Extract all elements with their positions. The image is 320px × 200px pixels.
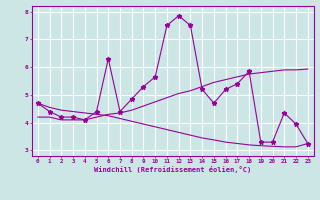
X-axis label: Windchill (Refroidissement éolien,°C): Windchill (Refroidissement éolien,°C) (94, 166, 252, 173)
